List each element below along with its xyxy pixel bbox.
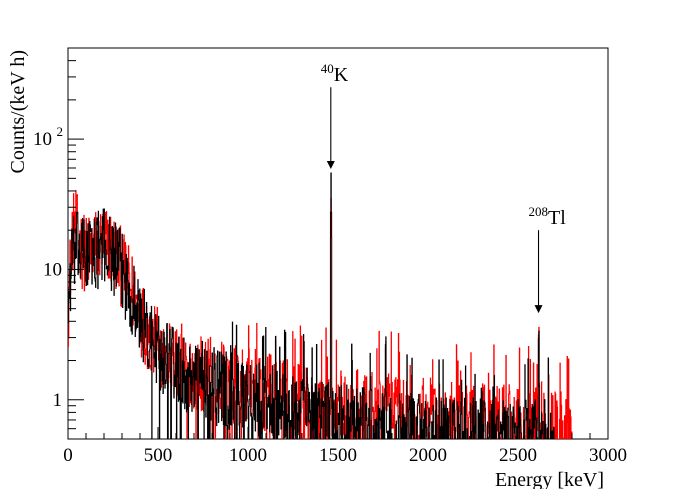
x-tick-label: 1500 <box>319 445 357 466</box>
x-axis-title: Energy [keV] <box>495 469 604 489</box>
x-tick-label: 1000 <box>229 445 267 466</box>
y-tick-label: 10 <box>33 129 52 150</box>
y-tick-label: 10 <box>43 259 62 280</box>
isotope-label: 208Tl <box>529 204 567 229</box>
x-tick-label: 2500 <box>499 445 537 466</box>
isotope-symbol: K <box>334 64 349 86</box>
spectrum-series-line <box>68 172 555 439</box>
series-layer <box>68 172 573 439</box>
tick-layer: 0 500 1000 1500 2000 2500 3000 1 10 10 2 <box>33 60 627 466</box>
isotope-mass-number: 208 <box>529 204 549 219</box>
y-tick-exponent: 2 <box>57 124 64 139</box>
isotope-label: 40K <box>321 61 349 86</box>
x-tick-label: 3000 <box>589 445 627 466</box>
annotation-arrowhead <box>534 305 543 314</box>
annotation-arrowhead <box>326 161 335 170</box>
x-tick-label: 0 <box>63 445 73 466</box>
isotope-symbol: Tl <box>548 207 566 229</box>
isotope-mass-number: 40 <box>321 61 334 76</box>
x-tick-label: 500 <box>144 445 173 466</box>
plot-frame <box>67 47 609 440</box>
y-tick-label: 1 <box>53 390 63 411</box>
annotation-layer: 40K 208Tl <box>321 61 567 314</box>
y-axis-title: Counts/(keV h) <box>7 50 29 174</box>
x-tick-label: 2000 <box>409 445 447 466</box>
